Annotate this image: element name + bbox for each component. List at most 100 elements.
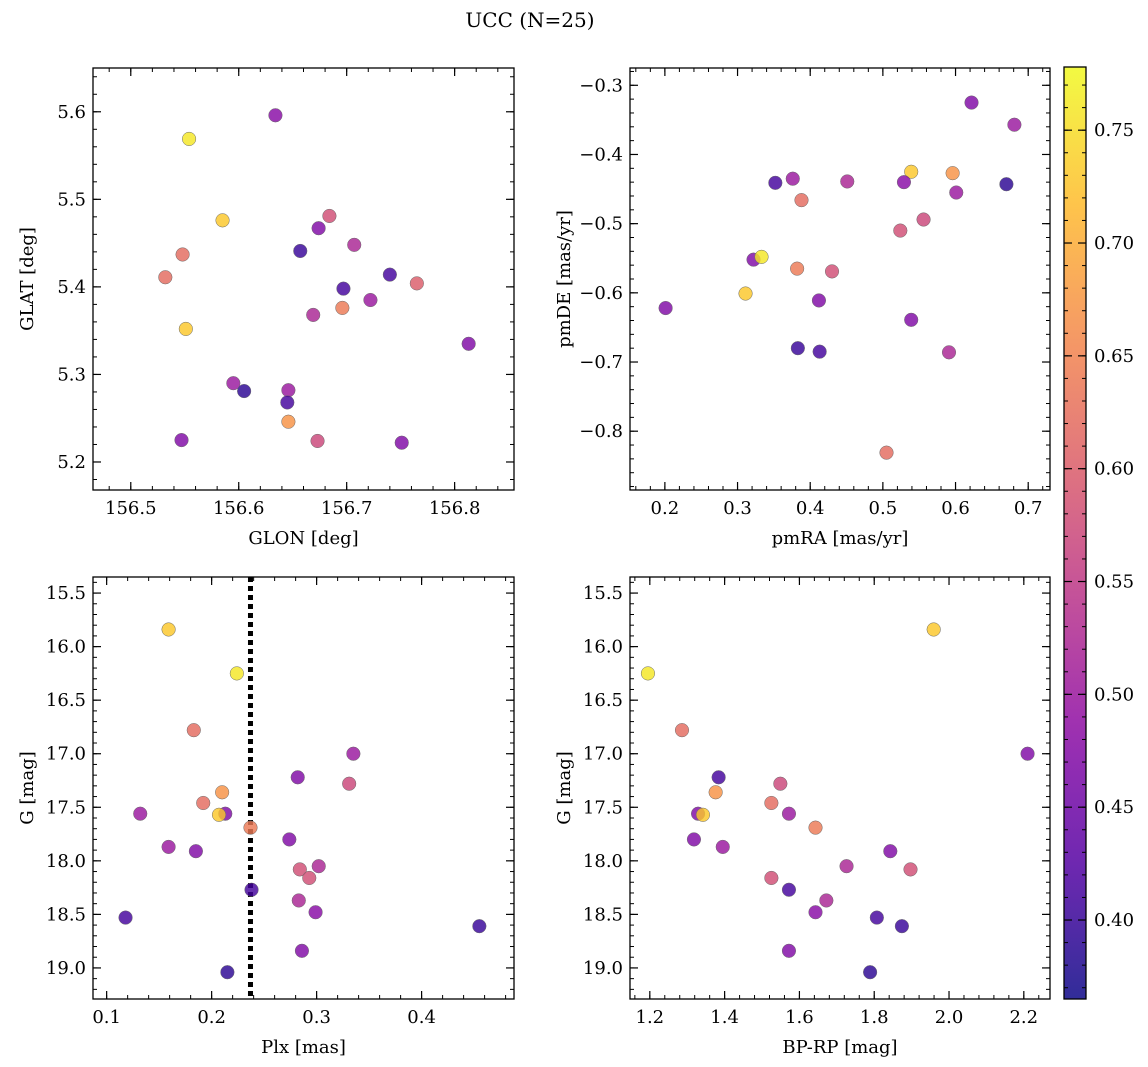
scatter-point (999, 177, 1014, 192)
scatter-point (781, 806, 796, 821)
y-tick-label: −0.7 (579, 352, 623, 373)
scatter-point (336, 281, 351, 296)
y-tick-label: 15.5 (46, 583, 86, 604)
scatter-point (926, 622, 941, 637)
scatter-point (840, 174, 855, 189)
scatter-point (161, 839, 176, 854)
scatter-point (461, 336, 476, 351)
scatter-point (346, 746, 361, 761)
scatter-point (382, 267, 397, 282)
scatter-point (863, 965, 878, 980)
y-tick-label: 17.5 (583, 797, 623, 818)
x-axis-label: BP-RP [mag] (782, 1037, 897, 1058)
scatter-point (281, 414, 296, 429)
y-tick-label: −0.4 (579, 144, 623, 165)
scatter-panels: 156.5 156.6 156.7 156.8 5.2 5.3 5.4 5.5 5.6 GLON … (17, 67, 1051, 1058)
scatter-point (268, 108, 283, 123)
scatter-point (133, 806, 148, 821)
scatter-point (674, 723, 690, 738)
x-axis-label: Plx [mas] (261, 1037, 346, 1058)
y-tick-label: 17.0 (46, 744, 86, 765)
scatter-point (306, 307, 321, 322)
scatter-point (1007, 117, 1022, 132)
scatter-point (824, 264, 840, 279)
scatter-point (781, 943, 796, 958)
scatter-point (178, 321, 193, 336)
scatter-point (472, 919, 487, 934)
scatter-point (904, 312, 919, 327)
scatter-point (211, 807, 227, 822)
scatter-point (839, 859, 854, 874)
x-tick-label: 0.1 (92, 1007, 121, 1028)
scatter-point (785, 171, 800, 186)
scatter-point (738, 286, 753, 301)
scatter-point (215, 213, 230, 228)
y-tick-label: 5.3 (57, 364, 86, 385)
scatter-point (790, 261, 805, 276)
scatter-point (1020, 746, 1035, 761)
scatter-point (220, 965, 235, 980)
y-tick-label: 5.4 (57, 277, 86, 298)
x-tick-label: 0.6 (941, 498, 970, 519)
scatter-point (686, 832, 702, 847)
colorbar-gradient (1064, 67, 1086, 999)
x-axis-label: pmRA [mas/yr] (772, 528, 909, 549)
y-tick-label: 18.0 (583, 851, 623, 872)
y-tick-label: 16.0 (583, 637, 623, 658)
scatter-point (226, 376, 241, 391)
scatter-point (308, 905, 323, 920)
scatter-point (311, 859, 326, 874)
x-tick-label: 0.3 (723, 498, 752, 519)
x-tick-label: 0.4 (407, 1007, 436, 1028)
scatter-point (280, 395, 295, 410)
scatter-point (883, 844, 898, 859)
colorbar-tick-label: 0.65 (1094, 346, 1134, 367)
x-tick-label: 156.5 (105, 498, 157, 519)
scatter-point (869, 910, 884, 925)
y-axis-label: pmDE [mas/yr] (554, 210, 575, 348)
scatter-point (188, 844, 203, 859)
scatter-point (215, 785, 230, 800)
scatter-point (118, 910, 133, 925)
scatter-point (182, 131, 197, 146)
y-tick-label: 18.0 (46, 851, 86, 872)
scatter-point (229, 666, 244, 681)
x-tick-label: 0.2 (651, 498, 680, 519)
colorbar-tick-label: 0.70 (1094, 233, 1134, 254)
y-tick-label: 19.0 (583, 958, 623, 979)
x-tick-label: 1.4 (710, 1007, 739, 1028)
scatter-point (695, 807, 710, 822)
y-tick-label: 5.2 (57, 452, 86, 473)
scatter-point (322, 208, 337, 224)
figure-title: UCC (N=25) (465, 8, 594, 32)
scatter-point (174, 433, 189, 448)
y-tick-label: 18.5 (583, 904, 623, 925)
axes-frame (92, 576, 515, 1000)
scatter-point (949, 185, 964, 200)
panel-4: 1.2 1.4 1.6 1.8 2.0 2.2 15.5 16.0 16.5 17.0 17.5 18… (554, 576, 1051, 1058)
colorbar-tick-label: 0.75 (1094, 120, 1134, 141)
scatter-point (764, 795, 779, 811)
x-tick-label: 0.5 (869, 498, 898, 519)
y-tick-label: 5.5 (57, 189, 86, 210)
y-tick-label: −0.5 (579, 214, 623, 235)
colorbar-tick-label: 0.60 (1094, 459, 1134, 480)
scatter-point (342, 776, 357, 791)
scatter-point (292, 862, 307, 877)
x-tick-label: 1.2 (636, 1007, 665, 1028)
x-tick-label: 0.2 (197, 1007, 226, 1028)
scatter-point (879, 445, 894, 460)
scatter-point (294, 943, 309, 958)
y-tick-label: 17.0 (583, 744, 623, 765)
scatter-point (903, 862, 918, 877)
scatter-point (711, 770, 726, 785)
panel-1: 156.5 156.6 156.7 156.8 5.2 5.3 5.4 5.5 5.6 GLON … (17, 67, 515, 549)
panel-3: 0.1 0.2 0.3 0.4 15.5 16.0 16.5 17.0 17.5 18.0 18.5… (17, 576, 515, 1058)
scatter-point (812, 344, 827, 359)
x-tick-label: 156.6 (213, 498, 265, 519)
scatter-point (781, 882, 796, 897)
scatter-point (310, 433, 325, 449)
x-tick-label: 2.2 (1009, 1007, 1038, 1028)
scatter-point (161, 622, 176, 637)
